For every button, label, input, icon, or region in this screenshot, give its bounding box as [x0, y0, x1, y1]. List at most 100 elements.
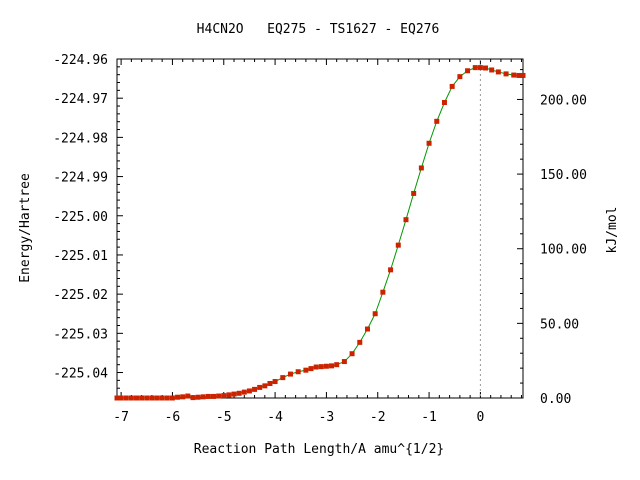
data-point — [246, 388, 252, 394]
data-point — [334, 362, 340, 368]
data-point — [139, 395, 145, 401]
x-tick-label: -1 — [421, 410, 437, 425]
y-tick-label: -225.01 — [53, 249, 108, 264]
data-point — [190, 395, 196, 401]
data-point — [457, 74, 463, 80]
axis-tick-labels: -7 -6 -5 -4 -3 -2 -1 0 -224.96 -224.97 -224.98 -224… — [53, 53, 587, 425]
y-tick-label: -224.98 — [53, 131, 108, 146]
x-tick-label: -3 — [319, 410, 335, 425]
data-point — [287, 371, 293, 377]
y-tick-label: -224.99 — [53, 171, 108, 186]
data-point — [472, 65, 478, 71]
x-tick-label: -5 — [216, 410, 232, 425]
data-point — [295, 369, 301, 375]
data-point — [426, 140, 432, 146]
data-point — [418, 165, 424, 171]
data-point — [323, 363, 329, 369]
series-line — [117, 67, 523, 399]
data-point — [195, 394, 201, 400]
data-point — [511, 72, 517, 78]
data-point — [175, 394, 181, 400]
y2-tick-label: 150.00 — [540, 168, 587, 183]
data-point — [210, 393, 216, 399]
data-point — [216, 393, 222, 399]
data-point — [308, 366, 314, 372]
data-point — [395, 242, 401, 248]
data-point — [449, 83, 455, 89]
data-point — [221, 393, 227, 399]
x-axis-label: Reaction Path Length/A amu^{1/2} — [194, 442, 444, 457]
data-point — [434, 118, 440, 124]
data-point — [236, 390, 242, 396]
data-point — [329, 363, 335, 369]
data-point — [483, 65, 489, 71]
data-point — [403, 217, 409, 223]
data-point — [226, 392, 232, 398]
data-point — [341, 359, 347, 365]
data-point — [205, 393, 211, 399]
data-point — [118, 395, 124, 401]
x-tick-label: 0 — [476, 410, 484, 425]
y-tick-label: -225.03 — [53, 327, 108, 342]
x-tick-label: -2 — [370, 410, 386, 425]
data-point — [313, 364, 319, 370]
data-point — [154, 395, 160, 401]
data-point — [489, 67, 495, 73]
data-point — [252, 386, 258, 392]
data-point — [516, 72, 522, 78]
plot-area — [114, 65, 526, 401]
x-tick-label: -7 — [113, 410, 129, 425]
data-point — [303, 367, 309, 373]
y2-tick-label: 50.00 — [540, 317, 579, 332]
data-point — [123, 395, 129, 401]
data-point — [441, 100, 447, 106]
data-point — [372, 311, 378, 317]
data-point — [520, 72, 526, 78]
data-point — [164, 395, 170, 401]
data-point — [185, 393, 191, 399]
plot-frame — [116, 58, 524, 399]
data-point — [364, 326, 370, 332]
data-point — [267, 380, 273, 386]
y2-tick-label: 100.00 — [540, 243, 587, 258]
data-point — [231, 391, 237, 397]
data-point — [465, 68, 471, 74]
x-tick-label: -4 — [267, 410, 283, 425]
data-point — [503, 71, 509, 77]
data-point — [357, 339, 363, 345]
y-axis-label: Energy/Hartree — [18, 173, 33, 283]
data-point — [262, 383, 268, 389]
data-point — [280, 375, 286, 381]
axis-ticks — [117, 58, 523, 399]
data-point — [128, 395, 134, 401]
data-point — [114, 395, 120, 401]
data-point — [169, 395, 175, 401]
data-point — [272, 379, 278, 385]
y2-axis-label: kJ/mol — [605, 207, 620, 254]
data-point — [477, 65, 483, 71]
x-tick-label: -6 — [165, 410, 181, 425]
y-tick-label: -224.97 — [53, 92, 108, 107]
data-point — [411, 190, 417, 196]
data-point — [257, 384, 263, 390]
data-point — [134, 395, 140, 401]
data-point — [388, 267, 394, 273]
data-point — [380, 289, 386, 295]
y-tick-label: -224.96 — [53, 53, 108, 68]
data-point — [241, 389, 247, 395]
chart-title: H4CN2O EQ275 - TS1627 - EQ276 — [197, 22, 440, 37]
data-point — [200, 394, 206, 400]
data-point — [180, 394, 186, 400]
data-point — [159, 395, 165, 401]
y-tick-label: -225.04 — [53, 367, 108, 382]
data-point — [144, 395, 150, 401]
data-point — [495, 69, 501, 75]
y2-tick-label: 200.00 — [540, 93, 587, 108]
data-point — [318, 364, 324, 370]
y-tick-label: -225.02 — [53, 288, 108, 303]
y2-tick-label: 0.00 — [540, 392, 571, 407]
y-tick-label: -225.00 — [53, 210, 108, 225]
data-point — [149, 395, 155, 401]
data-point — [349, 351, 355, 357]
